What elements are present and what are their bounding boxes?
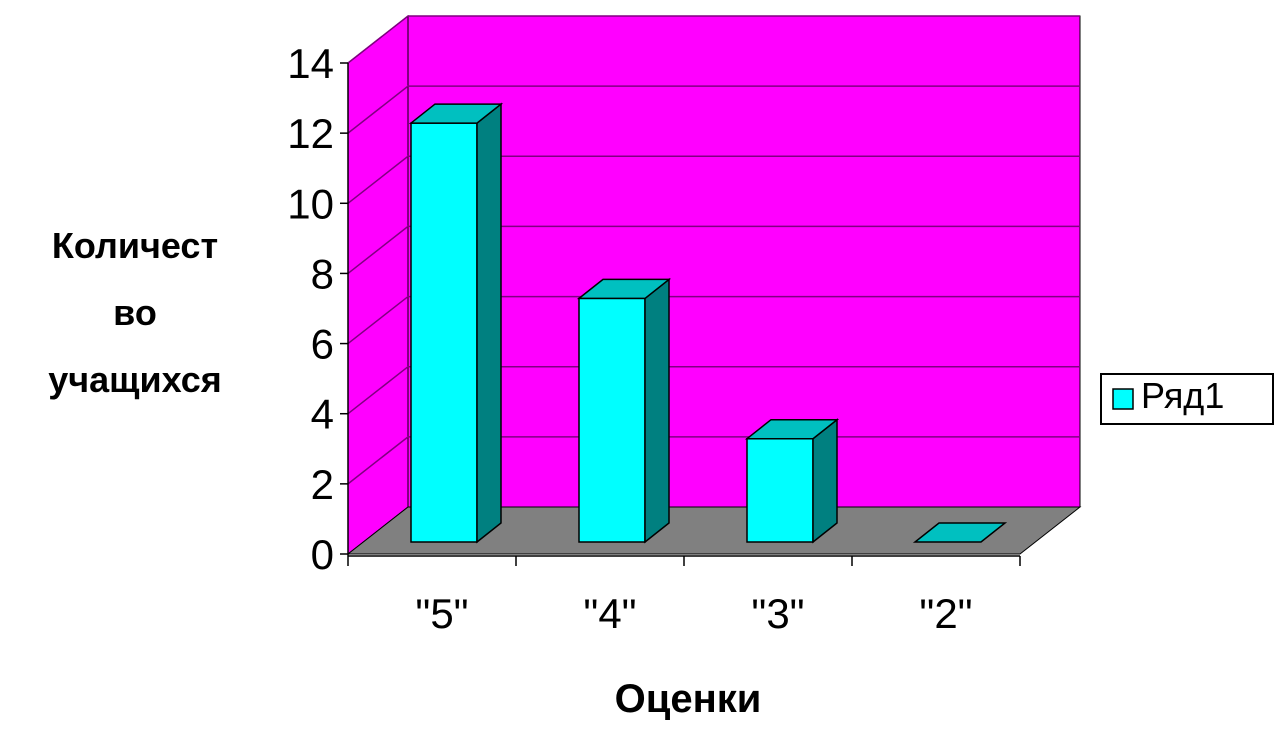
- legend-swatch: [1112, 388, 1134, 410]
- y-axis-label-line: учащихся: [48, 359, 222, 400]
- bar: [576, 277, 672, 544]
- y-tick-label: 4: [311, 391, 334, 438]
- x-tick-label: "3": [751, 590, 804, 637]
- legend-label: Ряд1: [1141, 375, 1224, 416]
- back-wall: [407, 15, 1081, 508]
- x-tick-labels: "5" "4" "3" "2": [415, 590, 972, 637]
- bar-side: [476, 102, 502, 544]
- floor: [346, 506, 1082, 555]
- y-axis-label-line: во: [113, 292, 157, 333]
- y-axis-label-line: Количест: [52, 225, 218, 266]
- bar-side: [812, 418, 838, 544]
- chart-walls: [346, 14, 1082, 556]
- grid-lines: [347, 15, 1080, 485]
- gridline: [347, 85, 1080, 134]
- bar-top: [744, 418, 840, 440]
- y-tick-label: 14: [287, 40, 334, 87]
- y-tick-label: 12: [287, 110, 334, 157]
- y-tick-label: 8: [311, 250, 334, 297]
- x-tick-label: "4": [583, 590, 636, 637]
- bar-front: [578, 297, 646, 543]
- x-tick-label: "2": [919, 590, 972, 637]
- gridline: [347, 155, 1080, 204]
- gridline: [347, 15, 1080, 64]
- bar: [408, 102, 504, 544]
- y-tick-label: 6: [311, 321, 334, 368]
- y-tick-label: 2: [311, 461, 334, 508]
- x-tick-label: "5": [415, 590, 468, 637]
- gridline: [347, 365, 1080, 415]
- axes: [340, 62, 1021, 566]
- bars: [408, 102, 1008, 544]
- bar-top: [912, 522, 1008, 543]
- gridline: [347, 436, 1080, 485]
- y-tick-label: 0: [311, 531, 334, 578]
- bar-side: [644, 277, 670, 544]
- bar-top: [408, 103, 504, 124]
- bar: [744, 418, 840, 544]
- bar: [912, 522, 1008, 543]
- gridline: [347, 295, 1080, 345]
- bar-front: [410, 122, 478, 543]
- side-wall: [347, 14, 409, 556]
- legend: Ряд1: [1100, 373, 1274, 425]
- y-tick-label: 10: [287, 180, 334, 227]
- gridline: [347, 225, 1080, 275]
- y-tick-labels: 0 2 4 6 8 10 12 14: [287, 40, 334, 578]
- bar-top: [576, 278, 672, 300]
- y-axis-label: Количест во учащихся: [48, 225, 222, 400]
- x-axis-label: Оценки: [615, 677, 762, 721]
- bar-front: [746, 437, 814, 543]
